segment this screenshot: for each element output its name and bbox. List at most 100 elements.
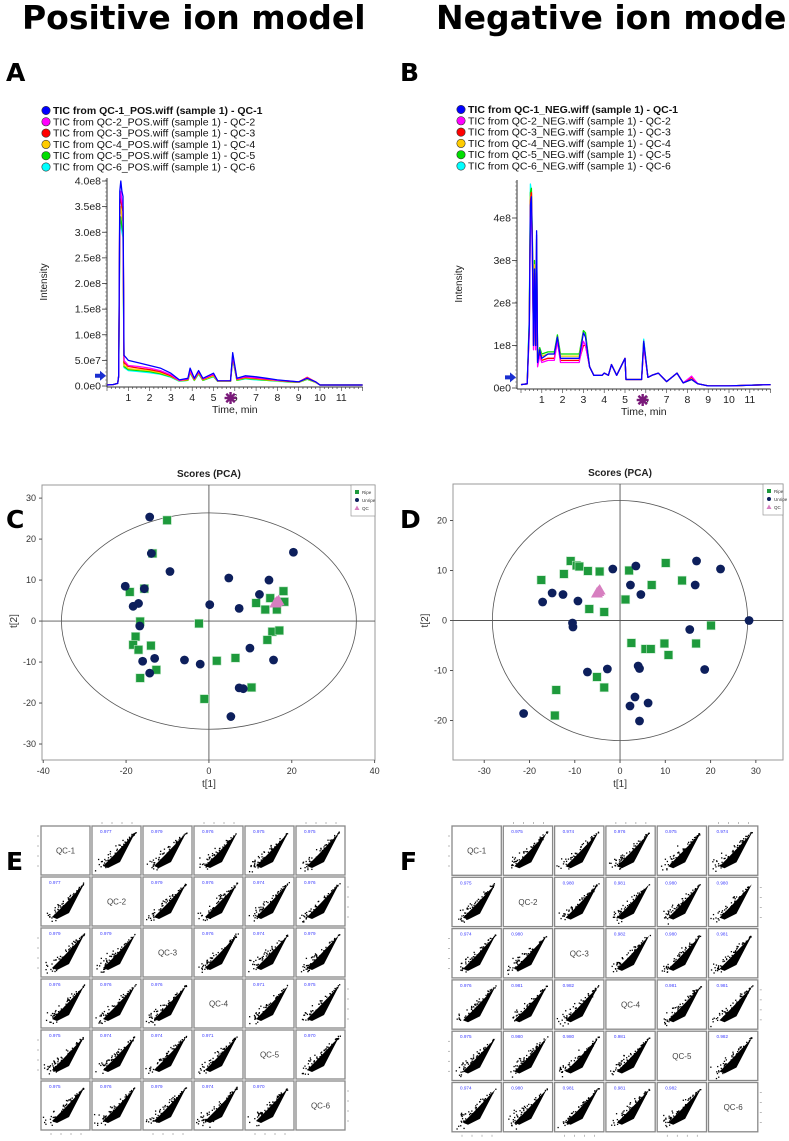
scatter-point — [125, 996, 127, 998]
scatter-point — [492, 1039, 494, 1042]
scatter-point — [327, 947, 329, 949]
scatter-point — [517, 965, 519, 967]
scatter-point — [49, 914, 51, 916]
scatter-point — [662, 869, 664, 871]
scatter-point — [309, 914, 311, 916]
y-tick-label: 0.0e0 — [75, 381, 101, 393]
scatter-point — [678, 1110, 680, 1112]
tic-trace-qc-1 — [106, 180, 363, 386]
scatter-point — [320, 847, 322, 850]
scatter-point — [570, 857, 572, 859]
scatter-point — [258, 1012, 260, 1015]
scatter-point — [746, 886, 749, 889]
ripe-point — [274, 625, 284, 636]
scatter-point — [169, 895, 171, 898]
scatter-point — [517, 1116, 519, 1118]
scatter-point — [284, 835, 287, 837]
scatter-point — [687, 995, 689, 998]
scatter-point — [614, 865, 617, 867]
scatter-point — [221, 948, 223, 950]
scatter-point — [255, 909, 257, 911]
scatter-point — [122, 948, 124, 950]
scatter-point — [626, 1059, 628, 1061]
scatter-point — [541, 989, 544, 991]
scatter-point — [67, 897, 69, 899]
scatter-point — [71, 993, 73, 995]
cell-frame — [91, 1080, 142, 1131]
scatter-point — [103, 1115, 105, 1117]
scatter-point — [117, 1053, 119, 1056]
scatter-point — [512, 1017, 514, 1019]
scatter-point — [76, 891, 78, 893]
scatter-point — [59, 1010, 61, 1012]
scatter-point — [643, 888, 645, 891]
scatter-point — [257, 1015, 260, 1017]
scatter-point — [221, 1051, 223, 1053]
scatter-point — [740, 840, 742, 842]
scatter-point — [212, 952, 214, 954]
scatter-point — [614, 858, 616, 861]
scatter-point — [530, 998, 533, 1000]
scatter-point — [644, 1092, 646, 1094]
scatter-point — [265, 1113, 267, 1115]
scatter-point — [591, 839, 594, 841]
scatter-point — [515, 1015, 518, 1017]
scatter-point — [675, 1113, 678, 1115]
scatter-point — [460, 1074, 463, 1076]
legend-entry: TIC from QC-3_NEG.wiff (sample 1) - QC-3 — [468, 127, 671, 139]
scatter-point — [288, 881, 290, 884]
scatter-point — [270, 953, 272, 956]
scatter-point — [152, 1068, 155, 1071]
scatter-point — [560, 917, 562, 920]
scatter-point — [280, 888, 282, 890]
scatter-point — [128, 1043, 131, 1045]
scatter-point — [484, 1099, 486, 1101]
scatter-point — [538, 1094, 541, 1097]
scatter-point — [103, 1064, 106, 1067]
scatter-point — [208, 1063, 210, 1065]
legend-entry: TIC from QC-4_NEG.wiff (sample 1) - QC-4 — [468, 138, 671, 150]
scatter-point — [120, 995, 122, 997]
scatter-point — [648, 832, 650, 834]
scatter-point — [529, 947, 531, 950]
scatter-point — [565, 860, 568, 863]
panel-label-d: D — [400, 505, 421, 534]
scatter-point — [134, 985, 136, 987]
scatter-point — [265, 1004, 268, 1007]
scatter-point — [526, 851, 528, 853]
scatter-point — [229, 1042, 231, 1044]
scatter-point — [164, 1104, 166, 1107]
ripe-point — [661, 558, 671, 568]
unripe-point — [146, 549, 156, 558]
scatter-point — [562, 863, 565, 865]
scatter-point — [76, 1093, 78, 1095]
scatter-point — [637, 840, 640, 842]
scatter-point — [464, 1064, 466, 1066]
scatter-point — [333, 838, 335, 841]
unripe-point — [145, 668, 155, 678]
scatter-point — [673, 854, 675, 857]
scatter-point — [51, 1063, 54, 1065]
scatter-point — [619, 862, 621, 864]
scatter-point — [319, 1057, 322, 1059]
scatter-point — [253, 864, 256, 866]
scatter-point — [326, 998, 329, 1001]
scatter-point — [307, 1019, 309, 1021]
scatter-point — [536, 946, 538, 948]
scatter-point — [151, 861, 153, 863]
scatter-point — [646, 937, 648, 939]
scatter-point — [323, 899, 325, 902]
scatter-point — [733, 896, 735, 899]
scatter-point — [205, 1072, 207, 1074]
scatter-point — [742, 893, 744, 895]
scatter-point — [149, 1070, 151, 1072]
scatter-point — [109, 1111, 112, 1113]
scatter-point — [156, 1063, 159, 1065]
scatter-point — [204, 968, 206, 970]
scatter-point — [637, 1103, 639, 1106]
scatter-point — [132, 1040, 134, 1042]
scatter-point — [694, 991, 696, 993]
scatter-point — [234, 935, 236, 937]
scatter-point — [312, 1010, 314, 1012]
scatter-point — [648, 884, 651, 886]
